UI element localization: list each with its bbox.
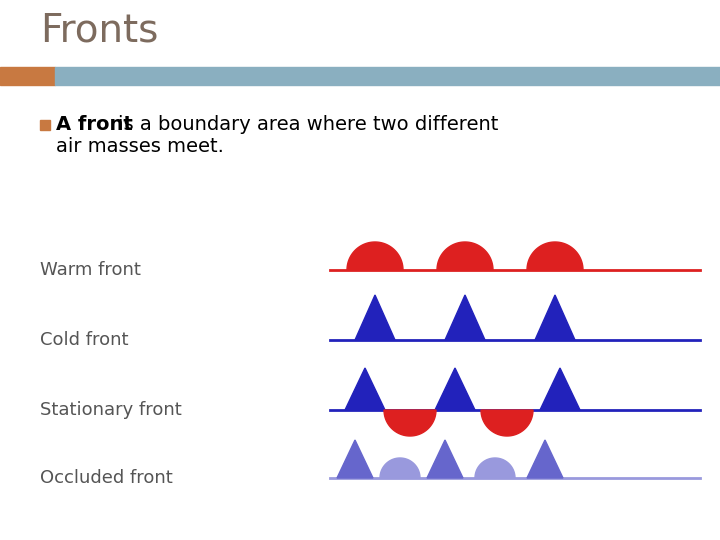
Polygon shape — [345, 368, 385, 410]
Polygon shape — [445, 295, 485, 340]
Polygon shape — [527, 242, 583, 270]
Text: A front: A front — [56, 116, 132, 134]
Polygon shape — [435, 368, 475, 410]
Polygon shape — [535, 295, 575, 340]
Polygon shape — [527, 440, 563, 478]
Polygon shape — [437, 242, 493, 270]
Text: Occluded front: Occluded front — [40, 469, 173, 487]
Polygon shape — [540, 368, 580, 410]
Polygon shape — [337, 440, 373, 478]
Bar — [40, 120, 50, 130]
Polygon shape — [347, 242, 403, 270]
Polygon shape — [384, 410, 436, 436]
Bar — [0, 67, 55, 85]
Text: air masses meet.: air masses meet. — [56, 138, 224, 157]
Polygon shape — [481, 410, 533, 436]
Text: is a boundary area where two different: is a boundary area where two different — [118, 116, 498, 134]
Polygon shape — [475, 458, 515, 478]
Text: Cold front: Cold front — [40, 331, 128, 349]
Polygon shape — [380, 458, 420, 478]
Polygon shape — [427, 440, 463, 478]
Bar — [55, 67, 720, 85]
Text: Warm front: Warm front — [40, 261, 141, 279]
Text: Stationary front: Stationary front — [40, 401, 181, 419]
Text: Fronts: Fronts — [40, 12, 158, 50]
Polygon shape — [355, 295, 395, 340]
